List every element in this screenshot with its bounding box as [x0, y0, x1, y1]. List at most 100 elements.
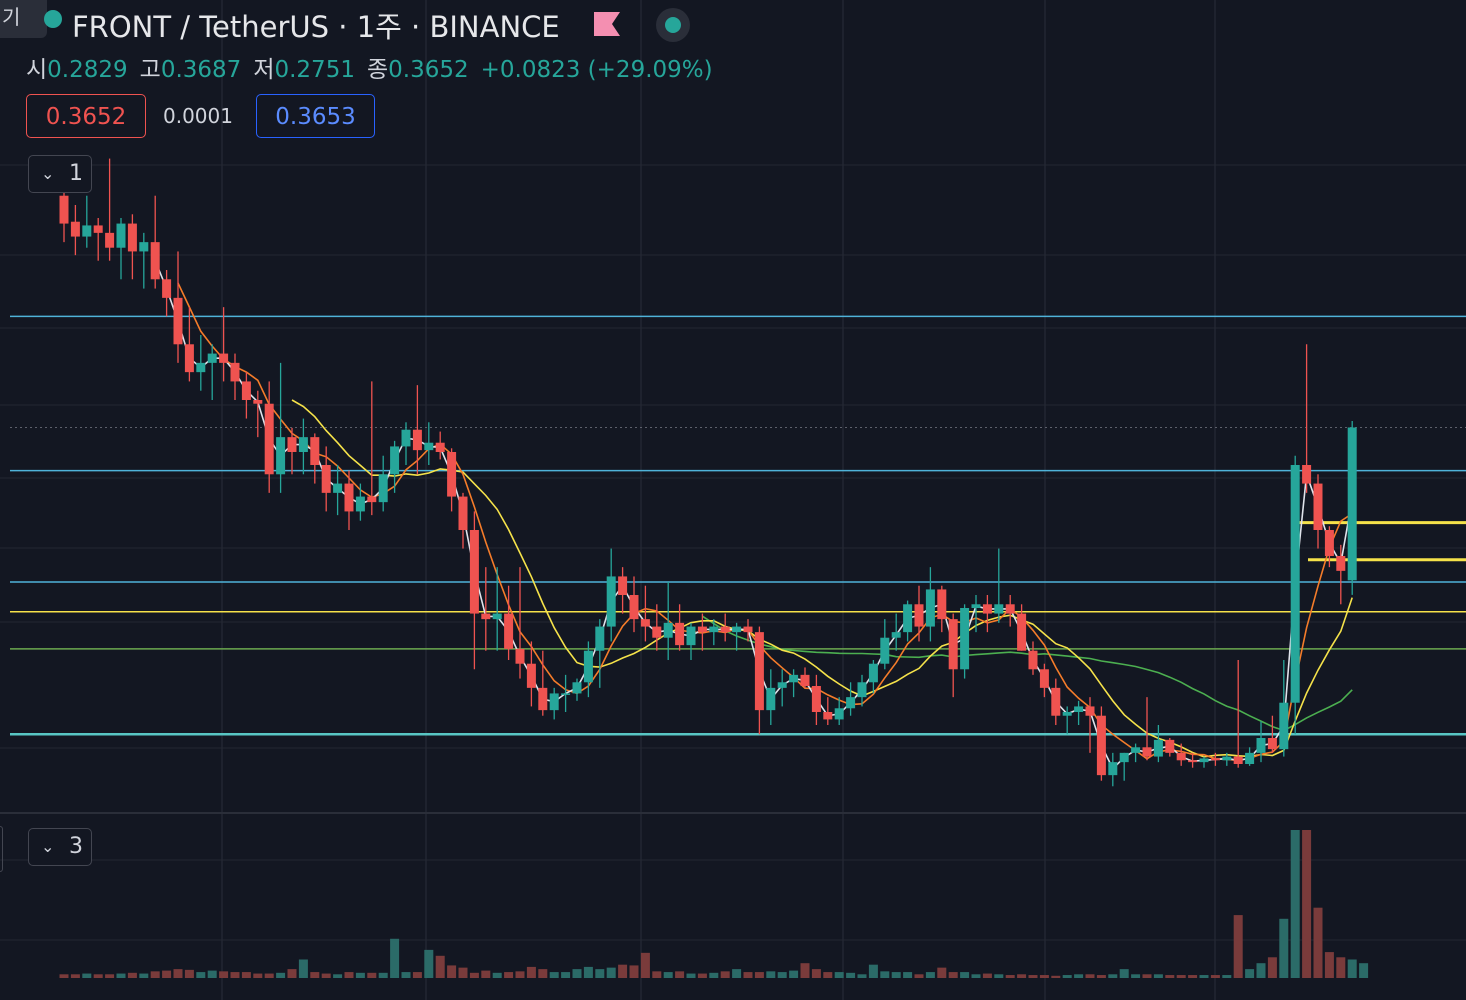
candle-body [504, 613, 514, 649]
flag-icon[interactable] [594, 12, 620, 36]
volume-bar [150, 971, 160, 978]
volume-bar [184, 969, 194, 978]
candle-body [82, 225, 92, 237]
candle-body [1302, 465, 1312, 484]
candle-body [1028, 650, 1038, 670]
candle-body [1005, 604, 1015, 614]
candle-body [105, 232, 115, 248]
volume-bar [253, 973, 263, 978]
candle-body [640, 619, 650, 627]
volume-pane-collapse-button[interactable]: ⌄ 3 [28, 828, 92, 866]
volume-bar [1302, 830, 1312, 978]
candle-body [378, 474, 388, 503]
volume-bar [424, 949, 434, 978]
volume-bar [515, 971, 525, 978]
volume-bar [709, 972, 719, 978]
volume-bar [1290, 830, 1300, 978]
volume-bar [800, 963, 810, 978]
volume-bar [230, 972, 240, 978]
volume-bar [1028, 975, 1038, 978]
candle-body [276, 437, 286, 475]
candle-body [1119, 752, 1129, 763]
candle-body [127, 223, 137, 252]
volume-bar [697, 973, 707, 978]
volume-bar [640, 952, 650, 978]
volume-bar [1005, 975, 1015, 978]
candle-body [1245, 752, 1255, 764]
open-value: 0.2829 [47, 57, 128, 83]
sell-price-button[interactable]: 0.3652 [26, 94, 146, 138]
volume-bar [948, 972, 958, 978]
volume-bar [355, 972, 365, 978]
volume-bar [447, 965, 457, 978]
candle-body [241, 381, 251, 400]
close-value: 0.3652 [388, 57, 469, 83]
volume-bar [629, 965, 639, 978]
volume-bar [1233, 915, 1243, 978]
candle-body [754, 632, 764, 711]
market-status-button[interactable] [656, 8, 690, 42]
candle-body [1324, 530, 1334, 556]
volume-bar [891, 972, 901, 978]
candle-body [629, 595, 639, 620]
candle-body [1085, 706, 1095, 716]
candle-body [264, 403, 274, 475]
candle-body [1313, 483, 1323, 530]
candle-body [1347, 427, 1357, 581]
volume-bar [732, 969, 742, 978]
volume-bar [925, 972, 935, 978]
symbol-title-text: FRONT / TetherUS · 1주 · BINANCE [72, 10, 560, 44]
ma-orange-line [177, 282, 1353, 762]
candle-body [823, 712, 833, 720]
candle-body [572, 682, 582, 694]
candle-body [720, 626, 730, 633]
high-label: 고 [139, 57, 161, 83]
candle-body [196, 362, 206, 373]
candle-body [663, 622, 673, 638]
volume-bar [914, 974, 924, 978]
corner-tab[interactable]: 기 [0, 0, 47, 38]
volume-bar [880, 971, 890, 978]
volume-bar [93, 974, 103, 978]
symbol-title[interactable]: FRONT / TetherUS · 1주 · BINANCE [72, 4, 560, 46]
candle-body [868, 663, 878, 683]
candle-body [1039, 669, 1049, 688]
volume-bar [219, 971, 229, 978]
volume-bar [1245, 969, 1255, 978]
candle-body [538, 687, 548, 711]
candle-body [1153, 739, 1163, 757]
volume-bar [766, 971, 776, 978]
candle-body [549, 693, 559, 711]
pane-handle[interactable] [0, 826, 3, 872]
volume-bar [401, 972, 411, 978]
candle-body [948, 619, 958, 670]
candle-body [1267, 738, 1277, 750]
candle-body [925, 589, 935, 627]
volume-bar [777, 972, 787, 978]
volume-bar [572, 969, 582, 978]
buy-price-button[interactable]: 0.3653 [256, 94, 375, 138]
candle-body [321, 465, 331, 493]
volume-bar [298, 959, 308, 978]
candle-body [618, 576, 628, 595]
volume-bar [1222, 975, 1232, 978]
volume-bar [994, 974, 1004, 978]
candle-body [333, 483, 343, 493]
candle-body [458, 496, 468, 530]
candle-body [162, 279, 172, 298]
volume-bar [1017, 974, 1027, 978]
candle-body [219, 353, 229, 363]
volume-bar [207, 970, 217, 978]
volume-bar [1176, 975, 1186, 978]
volume-bar [276, 972, 286, 978]
candle-body [515, 648, 525, 664]
volume-bar [937, 967, 947, 978]
volume-bar [492, 972, 502, 978]
volume-bar [173, 969, 183, 978]
corner-tab-label: 기 [2, 5, 21, 29]
price-pane-collapse-button[interactable]: ⌄ 1 [28, 155, 92, 193]
candle-body [880, 637, 890, 664]
volume-bar [1199, 975, 1209, 978]
candle-body [1290, 465, 1300, 703]
